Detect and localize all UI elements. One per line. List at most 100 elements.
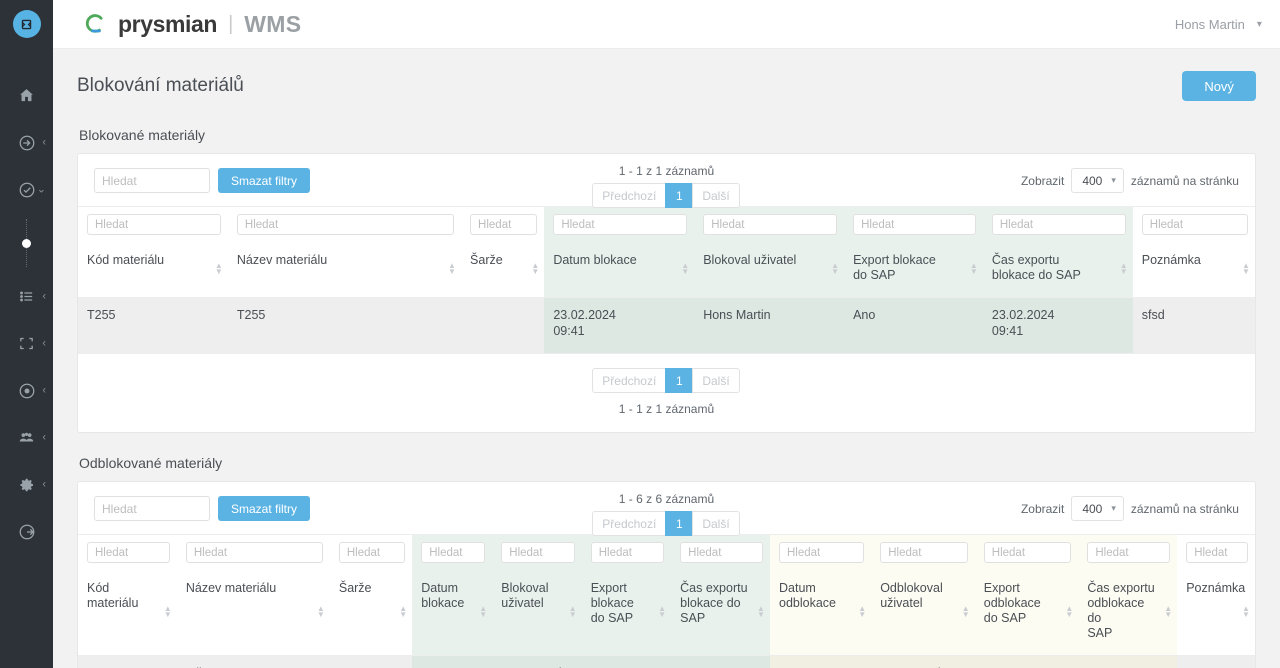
sort-toggle-icon[interactable]: ▲ ▼ [681, 261, 690, 276]
sort-toggle-icon[interactable]: ▲ ▼ [316, 604, 325, 619]
column-header[interactable]: Čas exportu blokace do SAP ▲ ▼ [982, 241, 1133, 298]
sort-toggle-icon[interactable]: ▲ ▼ [1119, 261, 1128, 276]
column-filter-input[interactable] [1087, 542, 1171, 563]
column-filter-input[interactable] [553, 214, 688, 235]
sort-toggle-icon[interactable]: ▲ ▼ [448, 261, 456, 276]
sort-toggle-icon[interactable]: ▲ ▼ [658, 604, 667, 619]
sidebar-item-users[interactable]: ‹ [0, 414, 53, 461]
column-filter-input[interactable] [853, 214, 976, 235]
unblocked-clear-filters-button[interactable]: Smazat filtry [218, 496, 311, 521]
unblocked-toolbar: Smazat filtry 1 - 6 z 6 záznamů Předchoz… [78, 482, 1255, 536]
column-filter-input[interactable] [87, 214, 221, 235]
user-menu[interactable]: Hons Martin ▾ [1175, 17, 1262, 32]
users-icon [19, 432, 34, 442]
column-header[interactable]: Export blokace do SAP ▲ ▼ [581, 569, 672, 656]
sort-toggle-icon[interactable]: ▲ ▼ [479, 604, 488, 619]
table-cell: T255 [78, 297, 228, 354]
sort-toggle-icon[interactable]: ▲ ▼ [1241, 604, 1250, 619]
column-header[interactable]: Poznámka ▲ ▼ [1132, 241, 1255, 298]
sort-toggle-icon[interactable]: ▲ ▼ [531, 261, 540, 276]
column-header[interactable]: Název materiálu ▲ ▼ [227, 241, 462, 298]
column-header[interactable]: Poznámka ▲ ▼ [1177, 569, 1255, 656]
sort-toggle-icon[interactable]: ▲ ▼ [1241, 261, 1250, 276]
column-header[interactable]: Kód materiálu ▲ ▼ [78, 569, 177, 656]
column-header[interactable]: Datum blokace ▲ ▼ [412, 569, 493, 656]
column-filter-input[interactable] [338, 542, 406, 563]
blocked-materials-card: Smazat filtry 1 - 1 z 1 záznamů Předchoz… [77, 153, 1256, 433]
column-header[interactable]: Blokoval uživatel ▲ ▼ [492, 569, 582, 656]
blocked-clear-filters-button[interactable]: Smazat filtry [218, 168, 311, 193]
pager-page-1-button[interactable]: 1 [665, 183, 694, 208]
cell-text: etiketa 110 x 150mm_bílá_návin 1000ks [186, 666, 292, 668]
target-icon [19, 383, 34, 398]
table-row[interactable]: L840410 etiketa 110 x 150mm_bílá_návin 10… [78, 655, 1255, 668]
sidebar-item-settings[interactable]: ‹ [0, 461, 53, 508]
sidebar-active-indicator[interactable] [0, 213, 53, 273]
column-filter-input[interactable] [991, 214, 1126, 235]
column-header[interactable]: Kód materiálu ▲ ▼ [78, 241, 228, 298]
pager-page-1-button[interactable]: 1 [665, 368, 694, 393]
column-header[interactable]: Čas exportu odblokace do SAP ▲ ▼ [1078, 569, 1178, 656]
blocked-search-input[interactable] [94, 168, 210, 193]
column-filter-input[interactable] [185, 542, 323, 563]
column-filter-input[interactable] [470, 214, 538, 235]
pager-prev-button[interactable]: Předchozí [592, 511, 667, 536]
pager-next-button[interactable]: Další [692, 183, 740, 208]
column-filter-input[interactable] [880, 542, 968, 563]
column-header[interactable]: Šarže ▲ ▼ [329, 569, 413, 656]
new-button[interactable]: Nový [1182, 71, 1256, 101]
column-header[interactable]: Odblokoval uživatel ▲ ▼ [871, 569, 975, 656]
sort-toggle-icon[interactable]: ▲ ▼ [568, 604, 577, 619]
column-filter-input[interactable] [590, 542, 665, 563]
column-filter-input[interactable] [236, 214, 455, 235]
unblocked-search-input[interactable] [94, 496, 210, 521]
column-filter-input[interactable] [983, 542, 1072, 563]
column-filter-input[interactable] [1141, 214, 1248, 235]
column-filter-input[interactable] [87, 542, 170, 563]
sort-toggle-icon[interactable]: ▲ ▼ [831, 261, 840, 276]
pager-prev-button[interactable]: Předchozí [592, 368, 667, 393]
column-header[interactable]: Blokoval uživatel ▲ ▼ [694, 241, 845, 298]
column-filter-input[interactable] [1186, 542, 1248, 563]
filter-cell [461, 206, 545, 241]
sort-toggle-icon[interactable]: ▲ ▼ [163, 604, 172, 619]
sort-toggle-icon[interactable]: ▲ ▼ [969, 261, 978, 276]
column-header[interactable]: Export blokace do SAP ▲ ▼ [844, 241, 983, 298]
pager-page-1-button[interactable]: 1 [665, 511, 694, 536]
column-header[interactable]: Datum odblokace ▲ ▼ [770, 569, 872, 656]
column-header[interactable]: Šarže ▲ ▼ [461, 241, 545, 298]
column-filter-input[interactable] [779, 542, 865, 563]
sort-toggle-icon[interactable]: ▲ ▼ [757, 604, 765, 619]
column-filter-input[interactable] [680, 542, 763, 563]
sort-toggle-icon[interactable]: ▲ ▼ [858, 604, 867, 619]
column-header-label: Poznámka [1141, 253, 1201, 267]
list-icon [20, 291, 33, 302]
sort-toggle-icon[interactable]: ▲ ▼ [1164, 604, 1173, 619]
column-filter-input[interactable] [703, 214, 838, 235]
sidebar-item-logout[interactable] [0, 508, 53, 555]
sidebar-item-scan[interactable]: ‹ [0, 320, 53, 367]
sidebar-item-target[interactable]: ‹ [0, 367, 53, 414]
sort-toggle-icon[interactable]: ▲ ▼ [399, 604, 408, 619]
sidebar-item-checks[interactable]: ⌄ [0, 166, 53, 213]
column-filter-input[interactable] [501, 542, 575, 563]
table-row[interactable]: T255 T255 23.02.2024 09:41 Hons Martin Ano 23… [78, 297, 1255, 354]
sort-toggle-icon[interactable]: ▲ ▼ [1065, 604, 1074, 619]
app-logo-icon[interactable] [12, 10, 41, 38]
pager-next-button[interactable]: Další [692, 368, 740, 393]
cell-text: T255 [87, 308, 116, 322]
column-header[interactable]: Název materiálu ▲ ▼ [176, 569, 330, 656]
column-header[interactable]: Datum blokace ▲ ▼ [544, 241, 695, 298]
column-filter-input[interactable] [421, 542, 486, 563]
sidebar-item-login[interactable]: ‹ [0, 119, 53, 166]
pager-next-button[interactable]: Další [692, 511, 740, 536]
perpage-select[interactable]: 400 ▾ [1071, 168, 1124, 193]
sort-toggle-icon[interactable]: ▲ ▼ [961, 604, 970, 619]
perpage-select[interactable]: 400 ▾ [1071, 496, 1124, 521]
sort-toggle-icon[interactable]: ▲ ▼ [214, 261, 223, 276]
column-header[interactable]: Čas exportu blokace do SAP ▲ ▼ [671, 569, 770, 656]
pager-prev-button[interactable]: Předchozí [592, 183, 667, 208]
sidebar-item-home[interactable] [0, 72, 53, 119]
sidebar-item-lists[interactable]: ‹ [0, 273, 53, 320]
column-header[interactable]: Export odblokace do SAP ▲ ▼ [974, 569, 1079, 656]
